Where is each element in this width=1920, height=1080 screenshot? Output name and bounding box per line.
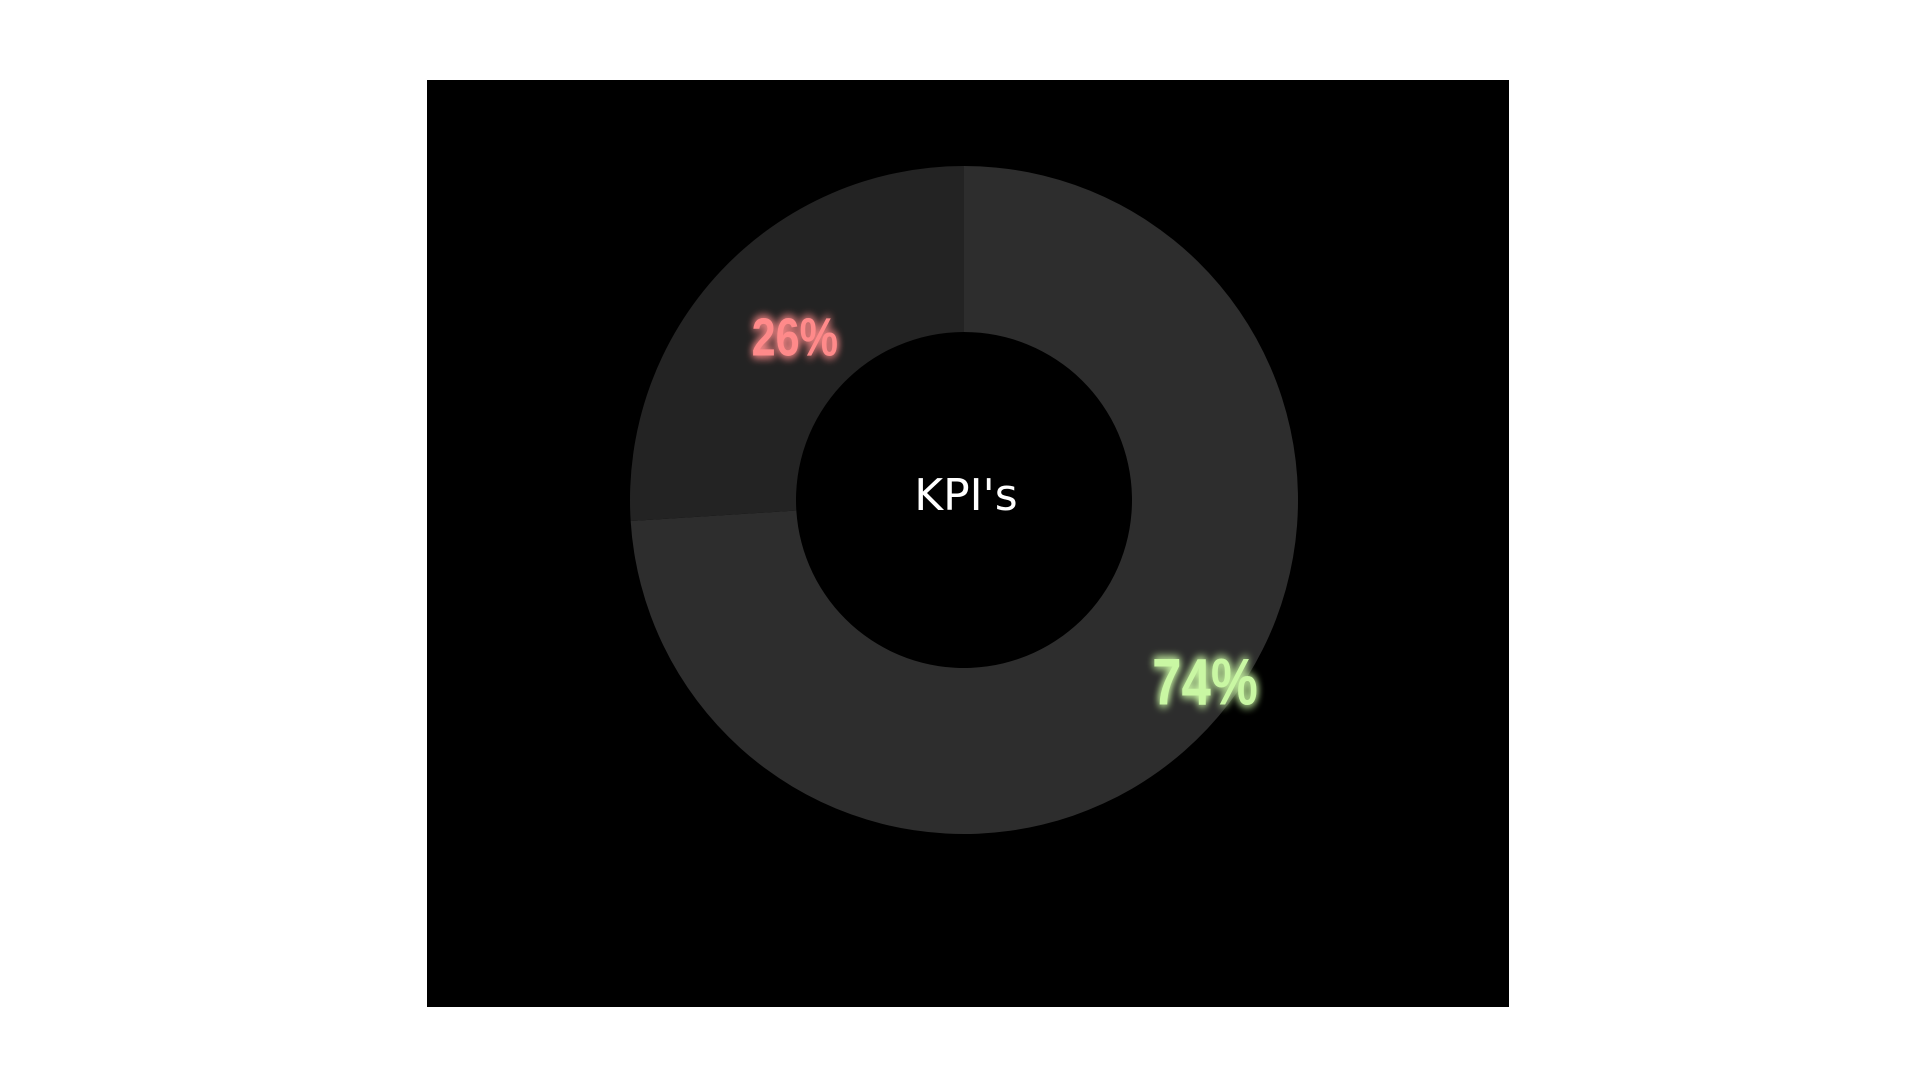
kpi-donut-chart: 74% 26% KPI's xyxy=(630,166,1298,834)
donut-slice-label-1: 26% xyxy=(752,308,838,368)
donut-slices xyxy=(630,166,1298,834)
donut-slice-0 xyxy=(630,166,1298,834)
chart-panel: 74% 26% KPI's xyxy=(427,80,1509,1007)
donut-slice-labels: 74% 26% xyxy=(752,308,1258,719)
donut-slice-label-0: 74% xyxy=(1152,645,1258,719)
donut-slice-1 xyxy=(630,166,964,521)
donut-center-label: KPI's xyxy=(914,470,1017,521)
